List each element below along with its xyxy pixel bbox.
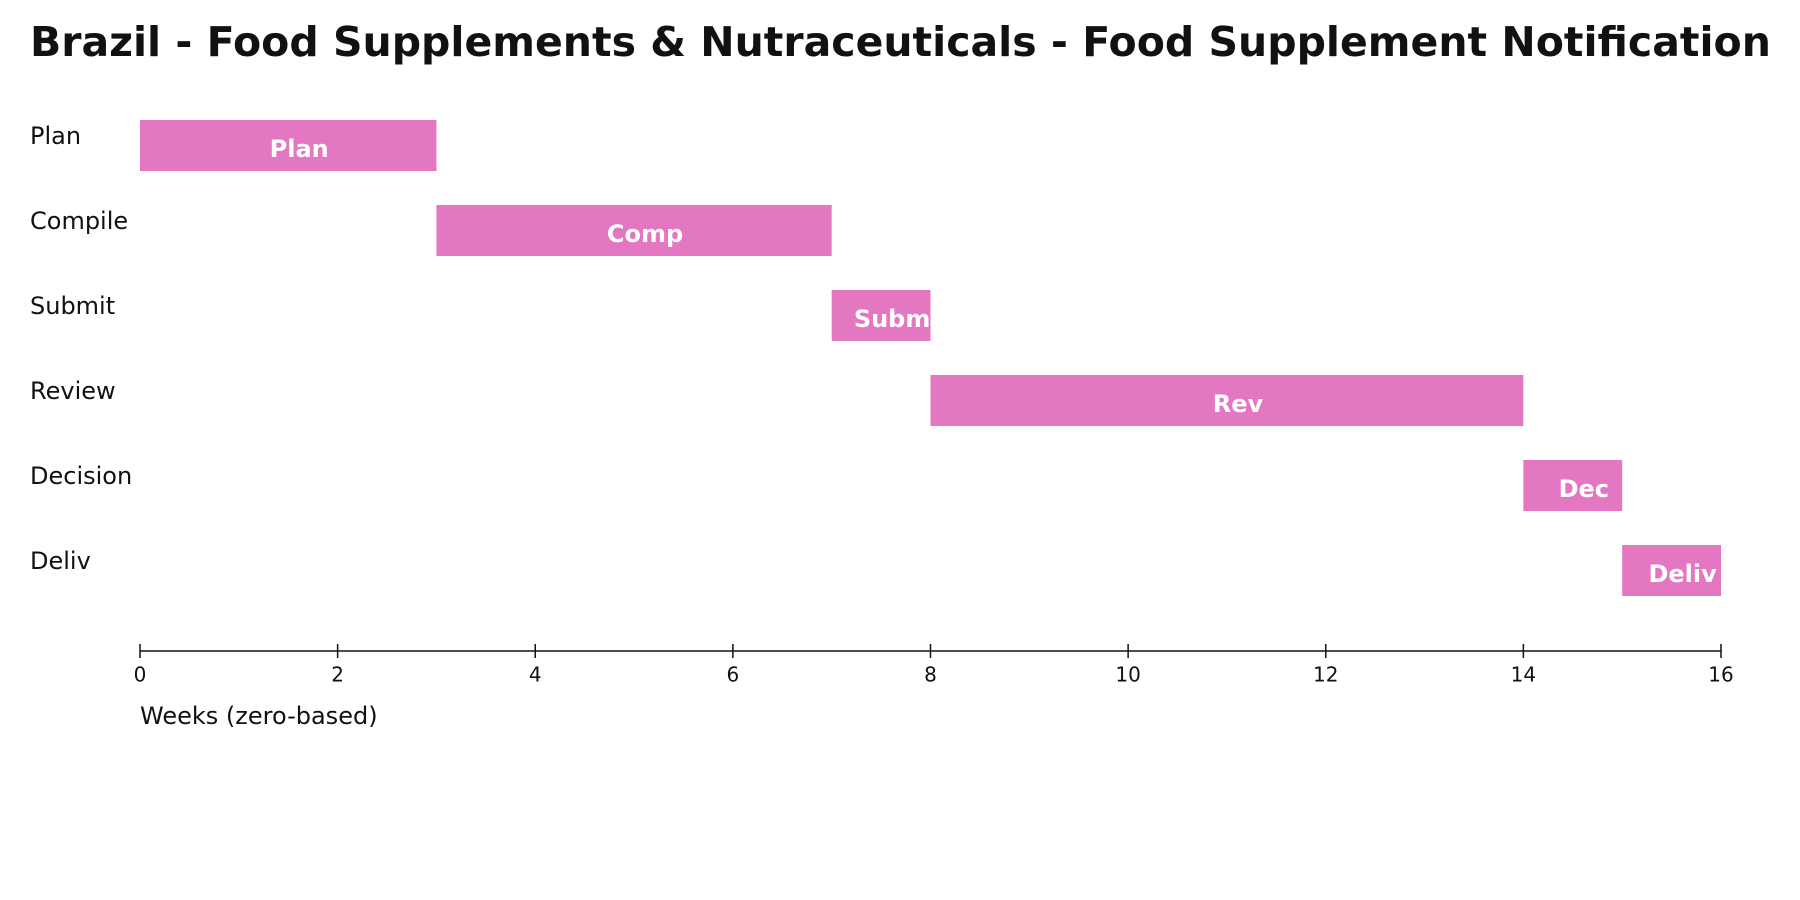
task-bar bbox=[140, 120, 437, 171]
task-label: Compile bbox=[30, 207, 128, 235]
task-label: Decision bbox=[30, 462, 132, 490]
bar-label: Plan bbox=[270, 135, 329, 163]
task-bar bbox=[930, 375, 1524, 426]
task-label: Review bbox=[30, 377, 116, 405]
task-bar bbox=[1523, 460, 1623, 511]
x-tick-label: 14 bbox=[1511, 663, 1536, 687]
bar-label: Rev bbox=[1213, 390, 1264, 418]
x-tick-label: 8 bbox=[924, 663, 937, 687]
x-tick-label: 12 bbox=[1313, 663, 1338, 687]
task-label: Deliv bbox=[30, 547, 91, 575]
x-tick-label: 2 bbox=[331, 663, 344, 687]
task-label: Submit bbox=[30, 292, 115, 320]
bar-label: Dec bbox=[1559, 475, 1609, 503]
task-bar bbox=[831, 290, 931, 341]
task-bar bbox=[1622, 545, 1721, 596]
chart-title: Brazil - Food Supplements & Nutraceutica… bbox=[30, 18, 1771, 66]
x-axis-label: Weeks (zero-based) bbox=[140, 702, 378, 730]
task-label: Plan bbox=[30, 122, 81, 150]
x-tick-label: 4 bbox=[529, 663, 542, 687]
bar-label: Deliv bbox=[1648, 560, 1717, 588]
x-tick-label: 6 bbox=[727, 663, 740, 687]
bar-label: Subm bbox=[854, 305, 931, 333]
bar-label: Comp bbox=[607, 220, 683, 248]
x-tick-label: 10 bbox=[1115, 663, 1140, 687]
x-tick-label: 16 bbox=[1708, 663, 1733, 687]
x-tick-label: 0 bbox=[134, 663, 147, 687]
task-bar bbox=[436, 205, 832, 256]
